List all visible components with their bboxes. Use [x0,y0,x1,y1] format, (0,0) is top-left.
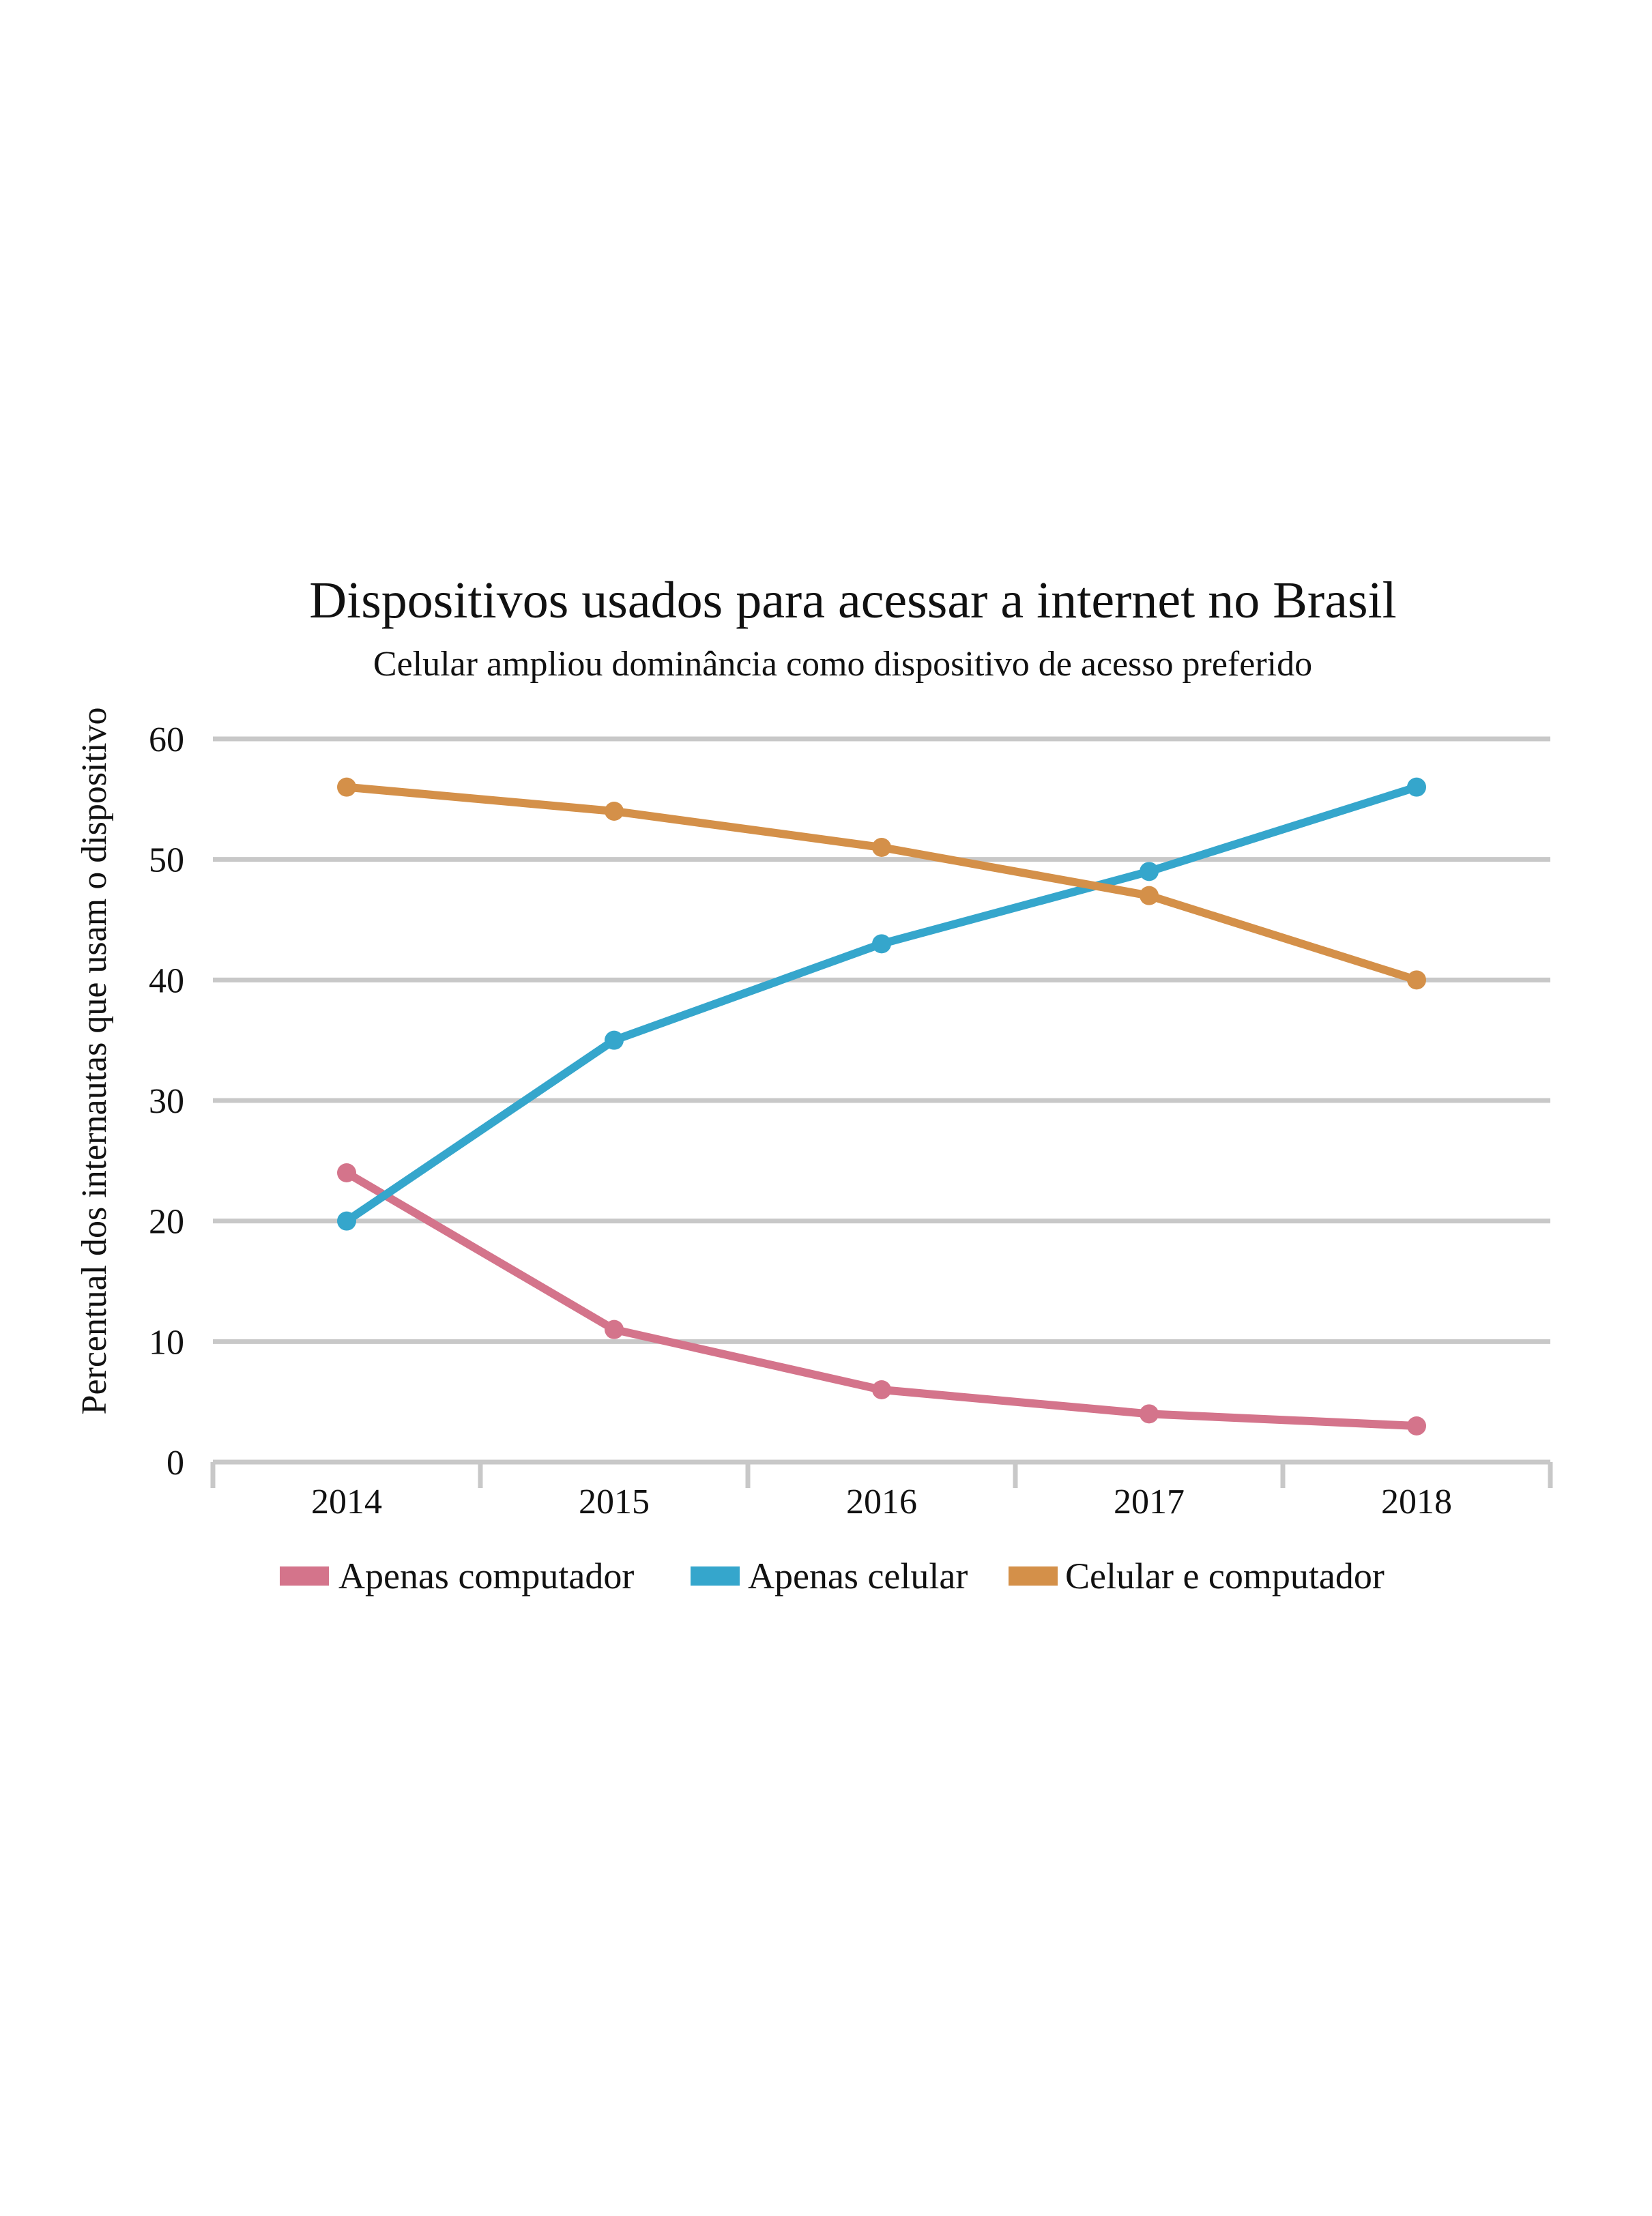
x-tick-label: 2017 [1114,1483,1185,1521]
y-tick-label: 40 [149,961,184,1000]
x-tick-label: 2014 [311,1483,382,1521]
legend-label: Celular e computador [1065,1556,1385,1597]
data-point [337,1211,356,1231]
legend-swatch [280,1566,329,1586]
data-point [605,1320,624,1339]
y-tick-label: 60 [149,720,184,759]
legend-swatch [1009,1566,1058,1586]
data-point [337,1163,356,1182]
y-axis-label: Percentual dos internautas que usam o di… [75,708,114,1415]
series-2 [337,777,1426,990]
x-tick-label: 2016 [846,1483,917,1521]
x-axis [210,1459,1553,1488]
y-tick-label: 20 [149,1203,184,1242]
data-point [1140,862,1159,881]
y-tick-label: 10 [149,1323,184,1362]
series-0 [337,1163,1426,1435]
y-tick-label: 50 [149,841,184,880]
gridlines [213,736,1550,1344]
legend-label: Apenas celular [748,1556,968,1597]
data-point [337,777,356,797]
x-tick-label: 2015 [579,1483,650,1521]
data-point [605,1030,624,1050]
y-tick-label: 0 [166,1444,184,1483]
data-point [1407,777,1426,797]
data-point [605,802,624,821]
data-point [1407,970,1426,990]
data-point [1140,886,1159,905]
data-point [872,934,891,954]
series-1 [337,777,1426,1231]
x-axis-tick-labels: 2014 2015 2016 2017 2018 [311,1483,1452,1521]
data-point [872,838,891,857]
chart-title: Dispositivos usados para acessar a inter… [309,572,1397,629]
chart-subtitle: Celular ampliou dominância como disposit… [373,645,1312,684]
legend-swatch [691,1566,740,1586]
series-lines [337,777,1426,1435]
y-tick-label: 30 [149,1082,184,1121]
y-axis: 0 10 20 30 40 50 60 [149,720,184,1483]
data-point [1407,1416,1426,1435]
legend: Apenas computador Apenas celular Celular e… [280,1556,1385,1597]
legend-label: Apenas computador [338,1556,634,1597]
data-point [1140,1404,1159,1424]
data-point [872,1380,891,1399]
x-tick-label: 2018 [1381,1483,1452,1521]
